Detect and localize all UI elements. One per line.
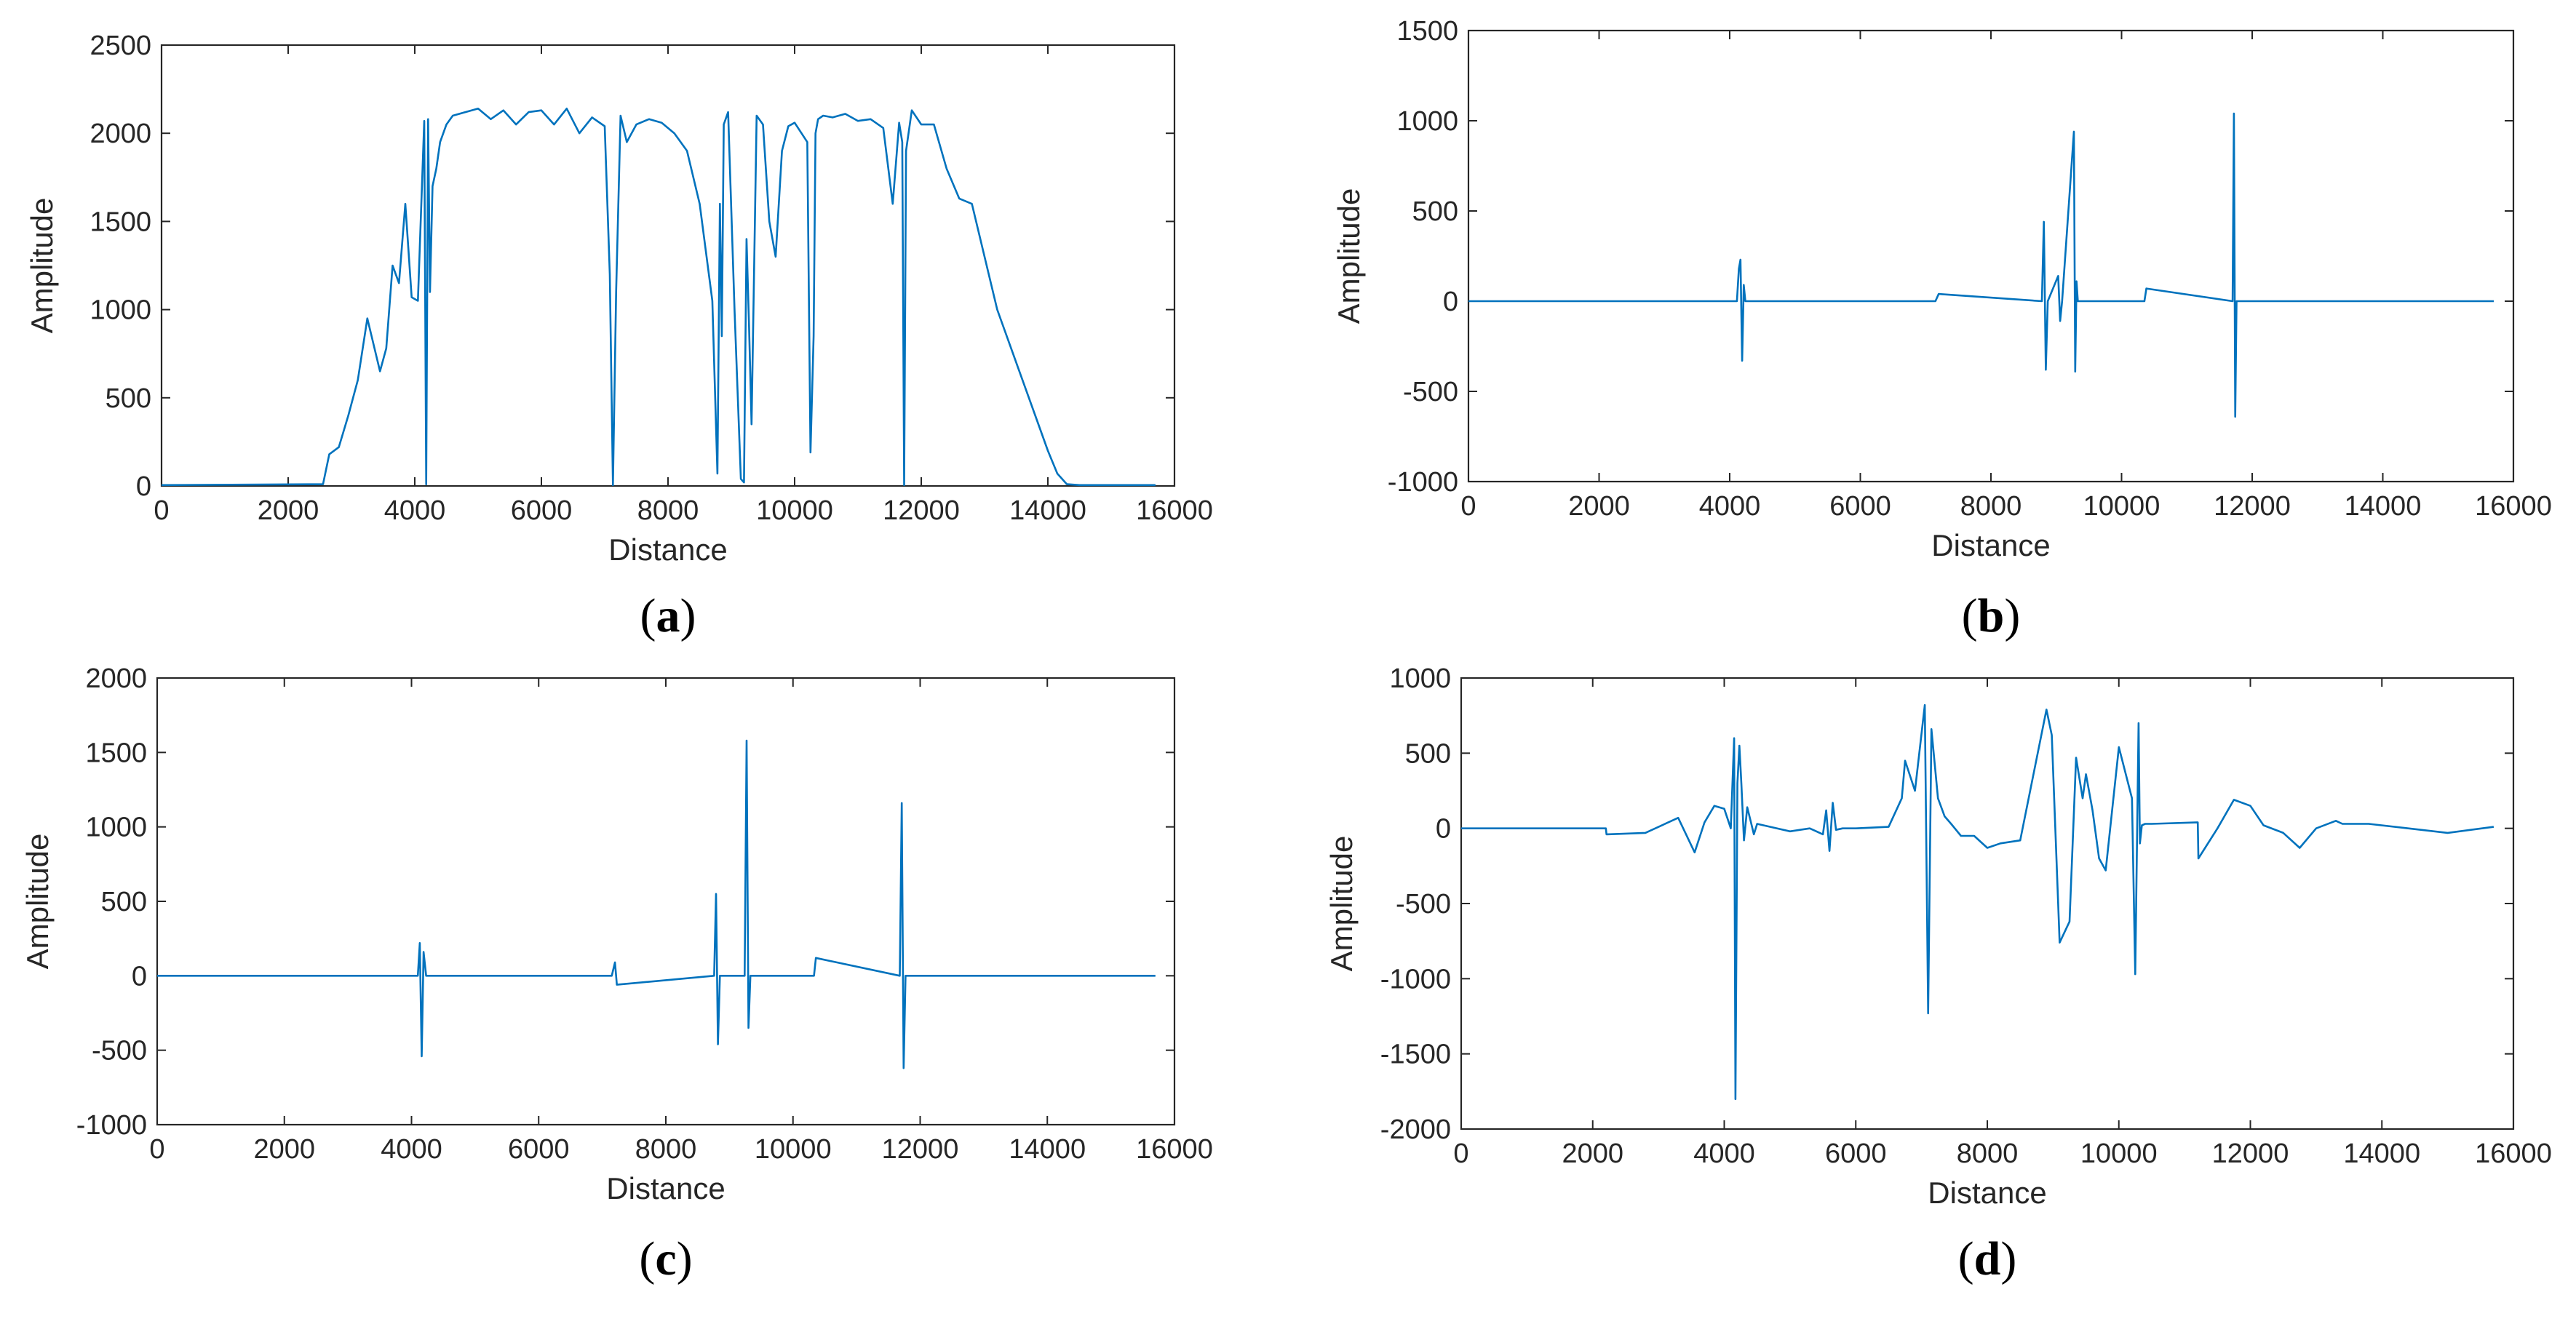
x-tick-label: 6000 [1825, 1138, 1887, 1169]
y-axis-title: Amplitude [20, 834, 55, 970]
x-tick-label: 4000 [1699, 491, 1761, 522]
panel-caption-letter: b [1978, 589, 2005, 642]
y-tick-label: 500 [1412, 196, 1458, 227]
y-tick-label: 500 [106, 383, 151, 414]
y-tick-label: -500 [1396, 889, 1451, 920]
x-axis-title: Distance [606, 1171, 725, 1205]
x-tick-label: 8000 [1957, 1138, 2019, 1169]
x-tick-label: 10000 [756, 495, 833, 526]
y-tick-label: -1500 [1380, 1040, 1451, 1070]
panel-caption-paren: ) [677, 1232, 693, 1285]
x-tick-label: 6000 [508, 1134, 570, 1165]
panel-caption-paren: ) [680, 589, 696, 642]
panel-caption-paren: ) [2000, 1232, 2016, 1285]
x-tick-label: 6000 [511, 495, 573, 526]
x-tick-label: 0 [154, 495, 169, 526]
y-tick-label: 0 [1443, 287, 1458, 317]
y-tick-label: 500 [101, 887, 147, 917]
y-tick-label: 2000 [90, 119, 151, 149]
x-tick-label: 4000 [1693, 1138, 1755, 1169]
x-tick-label: 0 [1460, 491, 1476, 522]
x-tick-label: 4000 [384, 495, 446, 526]
y-tick-label: 2000 [85, 663, 147, 694]
x-tick-label: 2000 [258, 495, 319, 526]
x-tick-label: 12000 [2212, 1138, 2289, 1169]
panel-c: 0 2000 4000 6000 8000 10000 12000 14000 16000-10… [20, 663, 1213, 1285]
panel-caption-letter: c [655, 1232, 676, 1285]
x-tick-label: 14000 [1009, 1134, 1086, 1165]
x-tick-label: 0 [1453, 1138, 1468, 1169]
panel-d: 0 2000 4000 6000 8000 10000 12000 14000 16000-20… [1324, 663, 2552, 1285]
x-tick-label: 8000 [1960, 491, 2022, 522]
y-tick-label: -1000 [76, 1110, 147, 1141]
y-tick-label: 0 [1436, 814, 1451, 845]
y-tick-label: 0 [136, 471, 151, 502]
panel-caption-paren: ( [1962, 589, 1978, 642]
x-tick-label: 2000 [253, 1134, 315, 1165]
plot-frame [1460, 677, 2515, 1130]
panel-caption-paren: ( [640, 589, 656, 642]
panel-caption-paren: ) [2004, 589, 2020, 642]
y-tick-label: 1000 [90, 295, 151, 326]
x-tick-label: 10000 [755, 1134, 832, 1165]
x-tick-label: 6000 [1829, 491, 1891, 522]
y-axis-title: Amplitude [1332, 188, 1366, 324]
y-axis-title: Amplitude [1324, 836, 1359, 972]
plot-frame [160, 44, 1176, 487]
x-axis-title: Distance [1928, 1176, 2046, 1210]
panel-b: 0 2000 4000 6000 8000 10000 12000 14000 16000-10… [1332, 16, 2552, 642]
panel-caption: (d) [1958, 1232, 2017, 1285]
panel-caption-letter: a [656, 589, 680, 642]
plot-frame [156, 677, 1176, 1126]
x-tick-label: 14000 [1009, 495, 1086, 526]
series-line-d-0 [1461, 703, 2494, 1100]
plot-frame [1467, 29, 2515, 483]
panel-caption-paren: ( [639, 1232, 655, 1285]
x-tick-label: 8000 [637, 495, 699, 526]
x-tick-label: 4000 [381, 1134, 442, 1165]
y-tick-label: 0 [132, 961, 147, 992]
y-tick-label: 2500 [90, 31, 151, 61]
panel-caption-paren: ( [1958, 1232, 1974, 1285]
x-tick-label: 16000 [2475, 1138, 2552, 1169]
panel-caption: (c) [639, 1232, 692, 1285]
x-axis-title: Distance [1931, 528, 2050, 562]
panel-caption-letter: d [1974, 1232, 2001, 1285]
y-tick-label: 1000 [1389, 663, 1451, 694]
y-tick-label: 1500 [1396, 16, 1458, 47]
series-line-b-0 [1468, 112, 2494, 418]
x-tick-label: 14000 [2345, 491, 2422, 522]
y-tick-label: -1000 [1388, 467, 1458, 498]
x-tick-label: 12000 [883, 495, 960, 526]
x-tick-label: 0 [149, 1134, 164, 1165]
y-tick-label: 500 [1405, 738, 1451, 769]
y-tick-label: 1000 [85, 813, 147, 843]
x-tick-label: 16000 [2475, 491, 2552, 522]
y-tick-label: -2000 [1380, 1114, 1451, 1145]
y-tick-label: -1000 [1380, 964, 1451, 994]
y-axis-title: Amplitude [25, 198, 59, 334]
x-tick-label: 8000 [635, 1134, 697, 1165]
x-tick-label: 14000 [2343, 1138, 2420, 1169]
x-tick-label: 16000 [1136, 495, 1213, 526]
x-tick-label: 2000 [1568, 491, 1630, 522]
x-tick-label: 10000 [2080, 1138, 2158, 1169]
y-tick-label: 1500 [90, 207, 151, 237]
x-axis-title: Distance [608, 533, 727, 567]
series-line-c-0 [157, 739, 1156, 1069]
x-tick-label: 2000 [1562, 1138, 1623, 1169]
panel-caption: (a) [640, 589, 696, 642]
panel-caption: (b) [1962, 589, 2021, 642]
x-tick-label: 12000 [2214, 491, 2291, 522]
y-tick-label: -500 [92, 1036, 147, 1066]
y-tick-label: -500 [1403, 377, 1458, 407]
x-tick-label: 10000 [2083, 491, 2160, 522]
x-tick-label: 16000 [1136, 1134, 1213, 1165]
y-tick-label: 1500 [85, 738, 147, 768]
series-line-a-0 [161, 108, 1156, 487]
x-tick-label: 12000 [882, 1134, 959, 1165]
panel-a: 0 2000 4000 6000 8000 10000 12000 14000 16000 0 50… [25, 31, 1213, 642]
y-tick-label: 1000 [1396, 106, 1458, 137]
